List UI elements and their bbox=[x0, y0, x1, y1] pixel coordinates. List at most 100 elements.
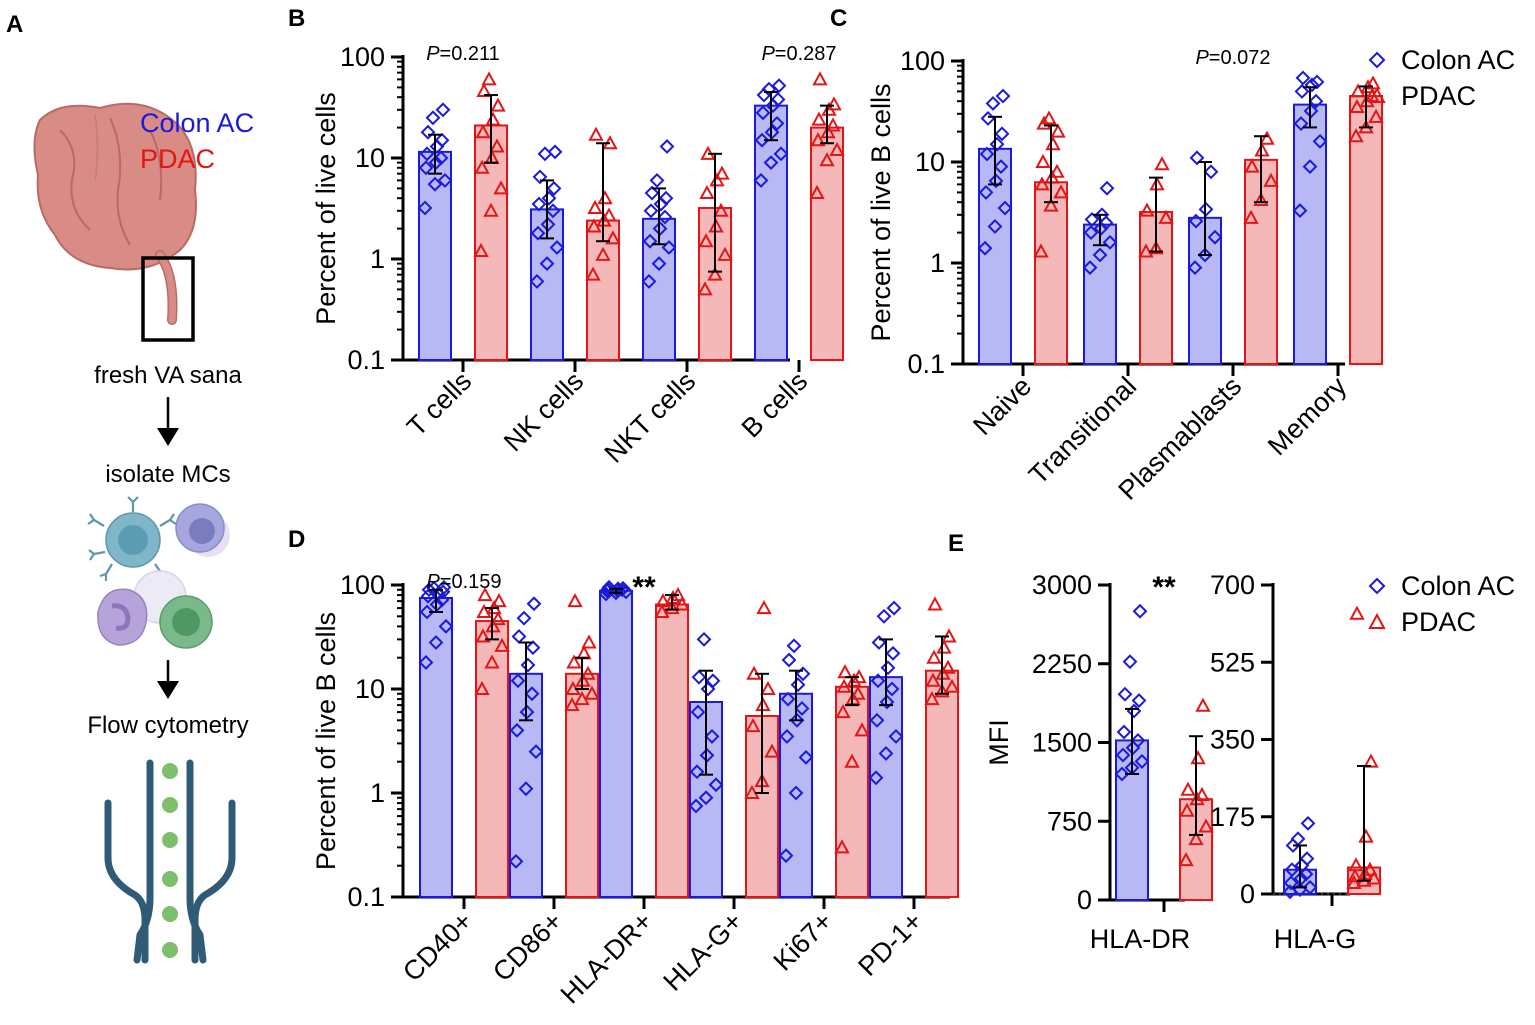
colon-ac-point bbox=[434, 132, 450, 148]
pdac-point bbox=[1347, 868, 1363, 883]
colon-ac-point bbox=[1290, 831, 1306, 847]
pdac-point bbox=[664, 599, 680, 615]
colon-ac-point bbox=[525, 640, 541, 656]
x-tick-label: Ki67+ bbox=[768, 906, 839, 977]
colon-ac-point bbox=[705, 673, 721, 689]
colon-ac-point bbox=[708, 777, 724, 793]
colon-ac-point bbox=[537, 146, 553, 162]
pdac-bar bbox=[1034, 181, 1068, 365]
y-tick-label: 10 bbox=[915, 147, 945, 177]
colon-ac-point bbox=[980, 111, 996, 126]
pdac-point bbox=[835, 703, 851, 719]
down-arrow-icon bbox=[157, 660, 179, 699]
colon-ac-point bbox=[886, 600, 902, 616]
colon-ac-point bbox=[545, 203, 561, 219]
pdac-point bbox=[825, 117, 841, 132]
y-tick-label: 350 bbox=[1210, 725, 1255, 755]
pdac-point bbox=[1158, 209, 1174, 224]
colon-ac-point bbox=[421, 582, 437, 598]
pdac-point bbox=[1139, 202, 1155, 217]
colon-ac-point bbox=[657, 209, 673, 225]
panel-letter: C bbox=[830, 5, 847, 32]
colon-ac-point bbox=[615, 580, 631, 596]
colon-ac-point bbox=[755, 105, 771, 121]
colon-ac-point bbox=[1302, 879, 1318, 895]
colon-ac-point bbox=[526, 596, 542, 612]
colon-ac-point bbox=[1094, 207, 1110, 223]
colon-ac-point bbox=[1116, 724, 1132, 740]
colon-ac-point bbox=[778, 848, 794, 864]
pdac-point bbox=[1350, 83, 1366, 98]
pdac-point bbox=[1050, 123, 1066, 138]
pdac-point bbox=[760, 680, 776, 695]
pdac-point bbox=[567, 593, 583, 608]
colon-ac-point bbox=[419, 146, 435, 162]
colon-ac-point bbox=[1117, 686, 1133, 702]
pdac-point bbox=[934, 683, 950, 698]
p-value-label: P=0.287 bbox=[761, 43, 836, 65]
colon-ac-point bbox=[696, 631, 712, 647]
colon-ac-point bbox=[888, 729, 904, 744]
colon-ac-point bbox=[516, 610, 532, 626]
colon-ac-point bbox=[878, 746, 894, 761]
colon-ac-point bbox=[1304, 77, 1320, 93]
x-tick-label: CD86+ bbox=[487, 906, 568, 987]
legend-label: PDAC bbox=[1401, 607, 1476, 637]
colon-ac-point bbox=[1188, 213, 1204, 229]
x-tick-label: HLA-G bbox=[1274, 924, 1357, 954]
colon-ac-point bbox=[428, 635, 444, 650]
pdac-point bbox=[597, 190, 613, 205]
panel-a: A Colon AC PDAC fresh VA sana isolate MC… bbox=[6, 11, 254, 964]
pdac-point bbox=[1179, 802, 1195, 817]
pdac-point bbox=[601, 207, 617, 222]
colon-ac-point bbox=[518, 781, 534, 797]
colon-ac-point bbox=[530, 225, 546, 241]
colon-ac-point bbox=[871, 635, 887, 650]
y-tick-label: 10 bbox=[355, 143, 385, 173]
y-tick-label: 3000 bbox=[1032, 570, 1092, 600]
pdac-point bbox=[745, 717, 761, 733]
pdac-point bbox=[1348, 128, 1364, 143]
pdac-point bbox=[1034, 176, 1050, 191]
significance-stars: ** bbox=[1152, 571, 1176, 604]
colon-ac-point bbox=[773, 146, 789, 162]
pdac-point bbox=[936, 639, 952, 654]
pdac-point bbox=[927, 596, 943, 611]
x-tick-label: HLA-DR+ bbox=[555, 906, 658, 1009]
pdac-point bbox=[493, 180, 509, 195]
pdac-point bbox=[484, 654, 500, 669]
pdac-point bbox=[1043, 197, 1059, 212]
colon-ac-point bbox=[754, 132, 770, 148]
colon-ac-point bbox=[438, 618, 454, 634]
colon-ac-point bbox=[781, 652, 797, 668]
colon-ac-point bbox=[698, 790, 714, 806]
y-tick-label: 525 bbox=[1210, 647, 1255, 677]
colon-ac-point bbox=[547, 144, 563, 160]
pdac-bar bbox=[565, 672, 599, 898]
colon-ac-point bbox=[691, 669, 707, 685]
pdac-point bbox=[654, 603, 670, 619]
pdac-point bbox=[485, 111, 501, 126]
colon-ac-point bbox=[1092, 247, 1108, 263]
pdac-point bbox=[475, 628, 491, 643]
x-tick-label: HLA-G+ bbox=[658, 906, 749, 997]
colon-ac-point bbox=[1203, 164, 1219, 180]
colon-ac-point bbox=[644, 185, 660, 201]
y-tick-label: 100 bbox=[340, 570, 385, 600]
colon-ac-point bbox=[1294, 83, 1310, 99]
colon-ac-point bbox=[418, 655, 434, 670]
pdac-point bbox=[713, 202, 729, 217]
colon-ac-point bbox=[993, 159, 1009, 175]
pdac-point bbox=[581, 634, 597, 649]
p-value-p: P bbox=[1195, 47, 1209, 69]
colon-ac-point bbox=[1132, 603, 1148, 619]
colon-ac-point bbox=[1114, 766, 1130, 782]
colon-ac-point bbox=[988, 173, 1004, 189]
pdac-point bbox=[1053, 184, 1069, 199]
x-tick-label: Memory bbox=[1262, 371, 1353, 462]
colon-ac-point bbox=[434, 592, 450, 608]
p-value-label: P=0.072 bbox=[1195, 47, 1270, 69]
colon-ac-point bbox=[989, 136, 1005, 152]
colon-ac-point bbox=[790, 677, 806, 693]
